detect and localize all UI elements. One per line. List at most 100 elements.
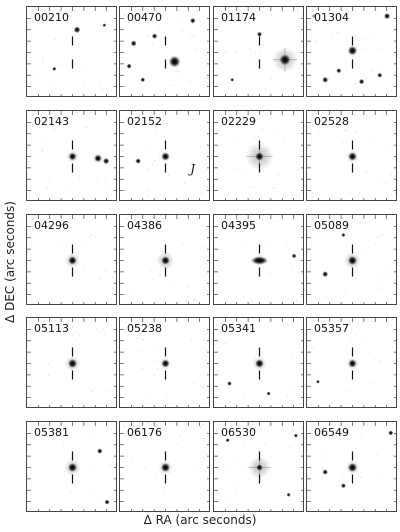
frame-ticks xyxy=(307,7,396,96)
source-core xyxy=(68,463,77,472)
source-core xyxy=(227,381,232,386)
image-panel: 00470 xyxy=(119,6,210,97)
frame-ticks xyxy=(120,318,209,407)
panel-id-label: 02143 xyxy=(33,115,70,128)
source-core xyxy=(340,483,346,489)
frame-ticks xyxy=(120,422,209,511)
source-core xyxy=(52,66,57,71)
source-core xyxy=(161,256,170,265)
source-core xyxy=(250,256,269,265)
source-core xyxy=(169,56,180,67)
panel-id-label: 05357 xyxy=(313,322,350,335)
source-core xyxy=(322,271,329,278)
image-panel: 04296 xyxy=(26,214,117,305)
frame-ticks xyxy=(120,111,209,200)
frame-ticks xyxy=(307,215,396,304)
image-panel: 05113 xyxy=(26,317,117,408)
panel-id-label: 00470 xyxy=(126,11,163,24)
background-noise xyxy=(27,319,116,407)
frame-ticks xyxy=(27,422,116,511)
image-panel: 02229 xyxy=(213,110,304,201)
source-core xyxy=(377,72,383,78)
frame-ticks xyxy=(120,7,209,96)
source-core xyxy=(293,433,298,438)
panel-id-label: 02528 xyxy=(313,115,350,128)
image-panel: 04395 xyxy=(213,214,304,305)
source-core xyxy=(73,26,81,34)
panel-image xyxy=(120,215,209,304)
panel-image xyxy=(120,422,209,511)
source-core xyxy=(97,448,103,454)
panel-id-label: 06549 xyxy=(313,426,350,439)
source-core xyxy=(322,76,329,83)
panel-image xyxy=(214,318,303,407)
panel-annotation: J xyxy=(190,162,195,176)
source-core xyxy=(348,152,357,161)
source-core xyxy=(341,233,346,238)
frame-ticks xyxy=(307,318,396,407)
image-panel: 06530 xyxy=(213,421,304,512)
image-panel: 05089 xyxy=(306,214,397,305)
frame-ticks xyxy=(27,318,116,407)
panel-id-label: 04395 xyxy=(220,219,257,232)
image-panel: 05341 xyxy=(213,317,304,408)
image-panel: 01174 xyxy=(213,6,304,97)
image-panel: 02152 J xyxy=(119,110,210,201)
image-panel: 05238 xyxy=(119,317,210,408)
source-core xyxy=(130,40,137,47)
source-core xyxy=(161,152,170,161)
panel-image xyxy=(27,318,116,407)
panel-id-label: 04296 xyxy=(33,219,70,232)
background-noise xyxy=(311,114,396,200)
panel-image xyxy=(27,215,116,304)
frame-ticks xyxy=(214,318,303,407)
source-core xyxy=(348,359,357,368)
image-panel: 05381 xyxy=(26,421,117,512)
frame-ticks xyxy=(214,7,303,96)
frame-ticks xyxy=(214,422,303,511)
image-panel: 04386 xyxy=(119,214,210,305)
image-panel: 00210 xyxy=(26,6,117,97)
frame-ticks xyxy=(214,215,303,304)
source-core xyxy=(266,391,271,396)
frame-ticks xyxy=(27,111,116,200)
panel-image xyxy=(307,215,396,304)
source-core xyxy=(94,154,102,162)
source-core xyxy=(161,359,170,368)
source-core xyxy=(161,463,170,472)
panel-id-label: 04386 xyxy=(126,219,163,232)
source-core xyxy=(348,463,357,472)
panel-id-label: 05381 xyxy=(33,426,70,439)
panel-image xyxy=(120,7,209,96)
source-core xyxy=(257,31,262,37)
source-core xyxy=(140,77,146,83)
source-core xyxy=(358,78,365,85)
source-core xyxy=(135,158,141,164)
panel-id-label: 01304 xyxy=(313,11,350,24)
panel-image xyxy=(120,111,209,200)
source-core xyxy=(286,492,291,497)
background-noise xyxy=(122,111,209,200)
background-noise xyxy=(214,218,303,303)
image-panel: 06176 xyxy=(119,421,210,512)
panel-image xyxy=(120,318,209,407)
image-panel: 01304 xyxy=(306,6,397,97)
source-core xyxy=(255,359,264,368)
source-core xyxy=(348,46,357,56)
image-panel: 02528 xyxy=(306,110,397,201)
source-core xyxy=(104,499,110,505)
panel-image xyxy=(214,7,303,96)
source-core xyxy=(383,13,391,20)
panel-id-label: 00210 xyxy=(33,11,70,24)
source-core xyxy=(68,256,77,265)
panel-id-label: 02152 xyxy=(126,115,163,128)
source-core xyxy=(230,78,234,82)
source-core xyxy=(388,430,394,436)
source-core xyxy=(126,63,132,69)
background-noise xyxy=(123,422,207,509)
panel-id-label: 06176 xyxy=(126,426,163,439)
source-core xyxy=(225,438,230,443)
source-core xyxy=(190,17,196,24)
panel-id-label: 05089 xyxy=(313,219,350,232)
